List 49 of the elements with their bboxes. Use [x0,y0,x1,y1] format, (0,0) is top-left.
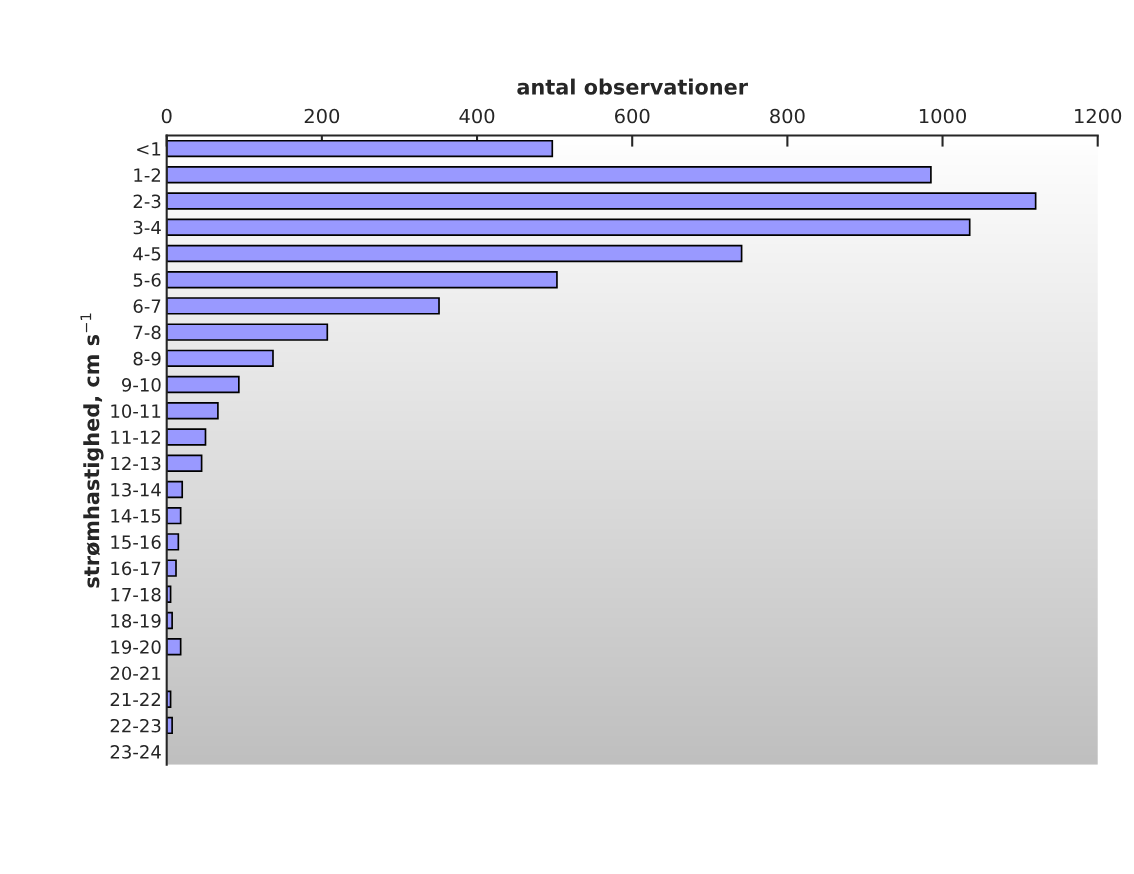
bar [166,244,743,263]
y-tick-label: 4-5 [133,247,161,261]
bar [166,402,219,420]
y-tick-label: <1 [137,142,161,156]
bar [166,375,240,394]
bar [166,297,440,315]
y-tick-label: 22-23 [110,718,161,733]
y-tick-label: 3-4 [133,220,161,235]
y-tick-label: 14-15 [111,509,161,523]
y-tick-label: 1-2 [134,168,161,182]
bar [166,323,329,341]
x-tick-label: 200 [304,108,340,124]
bar [166,218,971,236]
y-tick-label: 20-21 [110,666,161,681]
y-tick-label: 12-13 [111,456,161,471]
y-axis-title: strømhastighed, cm s$^{−1}$ [80,313,104,588]
bar [166,270,558,289]
bar [166,349,274,368]
x-tick-label: 600 [615,108,650,124]
y-tick-label: 2-3 [133,194,161,209]
y-tick-label: 23-24 [110,745,161,759]
y-tick-label: 10-11 [111,404,161,418]
y-tick-label: 9-10 [122,378,161,392]
y-tick-label: 15-16 [111,535,161,549]
y-tick-label: 8-9 [133,351,161,366]
x-tick-label: 1000 [919,108,966,124]
bar [166,480,184,499]
x-tick-label: 800 [770,108,805,124]
x-tick-label: 1200 [1075,108,1122,124]
y-tick-label: 11-12 [111,430,161,444]
bar [166,454,203,472]
y-tick-label: 13-14 [111,482,161,497]
bar [166,428,207,446]
x-tick-label: 400 [459,108,495,124]
bar [166,139,554,158]
bar [166,533,180,551]
bar [166,559,177,577]
y-tick-label: 5-6 [133,273,161,287]
x-axis-title: antal observationer [517,78,748,95]
y-tick-label: 7-8 [133,325,161,340]
y-tick-label: 16-17 [111,561,161,576]
x-tick-label: 0 [161,108,172,124]
bar [166,166,932,184]
bar [166,192,1037,210]
y-tick-label: 19-20 [111,640,161,654]
y-tick-label: 18-19 [111,614,161,628]
y-tick-label: 6-7 [133,299,161,314]
y-tick-label: 17-18 [111,587,161,602]
y-tick-label: 21-22 [110,692,161,707]
